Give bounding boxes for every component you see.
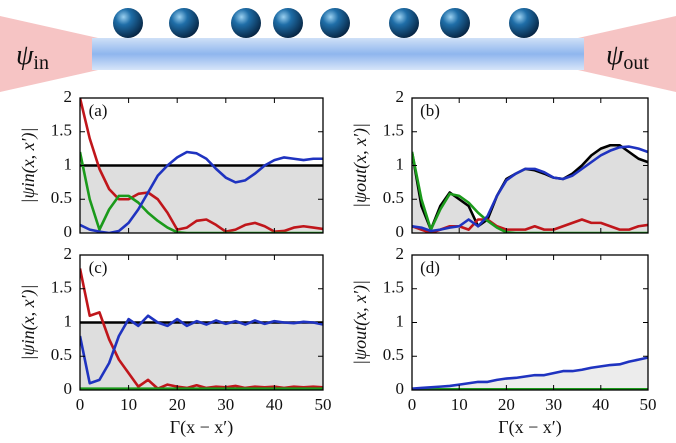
y-tick-label: 1.5 — [383, 278, 404, 297]
x-tick-label: 50 — [315, 395, 332, 414]
x-tick-label: 40 — [266, 395, 283, 414]
y-tick-label: 0 — [396, 222, 405, 241]
series-line — [80, 98, 323, 233]
y-axis-label: |ψin(x, x′)| — [18, 285, 39, 361]
panel: 00.511.520 10 20 30 40 50(c)|ψin(x, x′)|Γ(x −… — [18, 244, 331, 438]
y-tick-label: 2 — [64, 244, 73, 263]
y-tick-label: 1.5 — [51, 278, 72, 297]
y-tick-label: 2 — [64, 87, 73, 106]
x-tick-label: 20 — [498, 395, 515, 414]
y-tick-label: 1.5 — [51, 121, 72, 140]
atom — [320, 8, 350, 38]
atom — [113, 8, 143, 38]
panel-label: (c) — [89, 258, 108, 277]
y-tick-label: 1 — [64, 311, 73, 330]
output-label: ψout — [606, 40, 649, 73]
input-lead — [0, 16, 98, 92]
y-tick-label: 0.5 — [383, 345, 404, 364]
input-label: ψin — [16, 40, 49, 73]
panel: 0 0.5 1 1.5 2 (a) |ψin(x, x′)| — [18, 87, 324, 241]
x-tick-label: 0 — [408, 395, 417, 414]
waveguide — [92, 38, 584, 70]
y-axis-label: |ψout(x, x′)| — [350, 123, 371, 208]
x-tick-label: 50 — [640, 395, 657, 414]
panel-label: (b) — [420, 101, 440, 120]
atom — [169, 8, 199, 38]
y-tick-label: 2 — [396, 87, 405, 106]
output-lead — [578, 16, 676, 92]
sub: in — [33, 52, 49, 74]
y-tick-label: 0.5 — [383, 188, 404, 207]
psi: ψ — [606, 40, 624, 71]
area — [412, 145, 648, 233]
y-tick-label: 0 — [64, 379, 73, 398]
y-tick-label: 2 — [396, 244, 405, 263]
x-tick-label: 0 — [76, 395, 85, 414]
x-tick-label: 20 — [169, 395, 186, 414]
area — [80, 165, 323, 233]
y-tick-label: 0 — [396, 379, 405, 398]
y-tick-label: 0 — [64, 222, 73, 241]
plot — [80, 98, 323, 233]
atom — [509, 8, 539, 38]
series-line — [412, 145, 648, 233]
atom — [440, 8, 470, 38]
atoms — [113, 8, 539, 38]
y-tick-label: 0.5 — [51, 188, 72, 207]
x-axis-label: Γ(x − x′) — [170, 417, 233, 438]
panel: 00.511.520 10 20 30 40 50(d)|ψout(x, x′)|Γ(x … — [350, 244, 656, 438]
x-tick-label: 30 — [217, 395, 234, 414]
y-tick-label: 1 — [64, 154, 73, 173]
x-axis-label: Γ(x − x′) — [498, 417, 561, 438]
atom — [389, 8, 419, 38]
area — [412, 357, 648, 390]
y-tick-label: 1 — [396, 311, 405, 330]
series-line — [80, 151, 323, 233]
panel-label: (a) — [89, 101, 108, 120]
series-line — [412, 356, 648, 390]
atom — [231, 8, 261, 38]
y-tick-label: 0.5 — [51, 345, 72, 364]
y-tick-label: 1.5 — [383, 121, 404, 140]
y-tick-label: 1 — [396, 154, 405, 173]
series-line — [80, 150, 323, 233]
y-axis-label: |ψout(x, x′)| — [350, 280, 371, 365]
x-tick-label: 40 — [592, 395, 609, 414]
series-line — [80, 314, 323, 385]
x-tick-label: 30 — [545, 395, 562, 414]
panel-label: (d) — [420, 258, 440, 277]
atom — [273, 8, 303, 38]
panel: 0 0.5 1 1.5 2 (b) |ψout(x, x′)| — [350, 87, 649, 241]
sub: out — [623, 52, 649, 74]
psi: ψ — [16, 40, 34, 71]
plot — [412, 356, 648, 390]
schematic: ψin ψout — [0, 8, 676, 92]
area — [80, 322, 323, 390]
x-tick-label: 10 — [451, 395, 468, 414]
y-axis-label: |ψin(x, x′)| — [18, 128, 39, 204]
plot — [412, 143, 648, 233]
series-line — [412, 151, 648, 233]
x-tick-label: 10 — [120, 395, 137, 414]
plot — [80, 268, 323, 390]
